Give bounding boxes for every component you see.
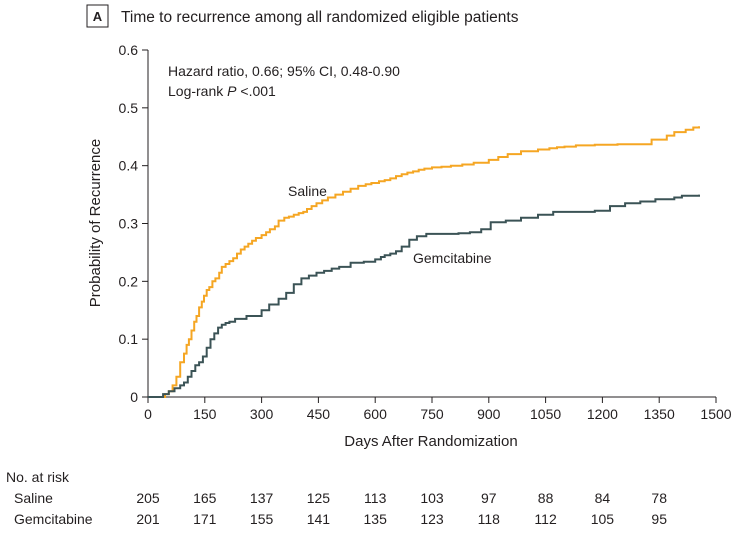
risk-value-saline: 88 xyxy=(538,490,554,506)
panel-letter-box xyxy=(86,4,109,28)
risk-value-gemcitabine: 155 xyxy=(250,511,274,527)
risk-value-saline: 78 xyxy=(651,490,667,506)
risk-value-gemcitabine: 141 xyxy=(307,511,331,527)
x-axis-title: Days After Randomization xyxy=(344,433,517,450)
x-tick-label: 900 xyxy=(477,406,501,422)
risk-value-gemcitabine: 105 xyxy=(591,511,615,527)
risk-value-gemcitabine: 135 xyxy=(364,511,388,527)
risk-values: 205 165 137 125 113 103 97 88 84 78 201 171 155 141 13… xyxy=(136,490,667,527)
series-label-gemcitabine: Gemcitabine xyxy=(413,250,492,266)
risk-value-saline: 125 xyxy=(307,490,331,506)
risk-value-saline: 84 xyxy=(595,490,611,506)
y-tick-label: 0.6 xyxy=(119,42,139,58)
series-line-gemcitabine xyxy=(148,194,700,398)
x-tick-label: 0 xyxy=(144,406,152,422)
y-tick-label: 0.4 xyxy=(119,158,139,174)
risk-value-saline: 137 xyxy=(250,490,274,506)
risk-value-saline: 205 xyxy=(136,490,160,506)
y-axis-title: Probability of Recurrence xyxy=(87,139,104,307)
x-tick-label: 1500 xyxy=(700,406,731,422)
risk-row-label-saline: Saline xyxy=(14,490,53,506)
x-tick-label: 1050 xyxy=(530,406,561,422)
risk-table-header: No. at risk xyxy=(6,469,70,485)
y-tick-label: 0.5 xyxy=(119,100,139,116)
x-tick-label: 300 xyxy=(250,406,274,422)
x-tick-label: 750 xyxy=(420,406,444,422)
risk-value-gemcitabine: 112 xyxy=(534,511,557,527)
x-tick-label: 450 xyxy=(307,406,331,422)
risk-value-gemcitabine: 201 xyxy=(136,511,160,527)
logrank-annotation: Log-rank P <.001 xyxy=(168,83,276,99)
y-tick-label: 0.3 xyxy=(119,216,139,232)
x-tick-label: 600 xyxy=(364,406,388,422)
series-group xyxy=(148,126,700,398)
y-tick-label: 0 xyxy=(130,389,138,405)
panel-letter: A xyxy=(93,9,103,24)
y-tick-label: 0.1 xyxy=(119,331,139,347)
x-tick-label: 1200 xyxy=(587,406,618,422)
x-ticks: 0 150 300 450 600 750 900 1050 1200 1350 1500 xyxy=(144,397,732,422)
panel-title: Time to recurrence among all randomized … xyxy=(121,9,519,26)
axes xyxy=(147,50,716,398)
series-label-saline: Saline xyxy=(288,183,327,199)
series-line-saline xyxy=(148,126,700,398)
x-tick-label: 150 xyxy=(193,406,217,422)
x-tick-label: 1350 xyxy=(644,406,675,422)
risk-value-gemcitabine: 118 xyxy=(478,511,501,527)
risk-value-saline: 165 xyxy=(193,490,217,506)
logrank-p: P xyxy=(227,83,237,99)
y-tick-label: 0.2 xyxy=(119,273,139,289)
risk-value-saline: 97 xyxy=(481,490,497,506)
risk-value-saline: 113 xyxy=(364,490,387,506)
y-ticks: 0 0.1 0.2 0.3 0.4 0.5 0.6 xyxy=(119,42,148,405)
hazard-ratio-annotation: Hazard ratio, 0.66; 95% CI, 0.48-0.90 xyxy=(168,63,400,79)
risk-row-label-gemcitabine: Gemcitabine xyxy=(14,511,93,527)
logrank-value: <.001 xyxy=(237,83,277,99)
logrank-prefix: Log-rank xyxy=(168,83,227,99)
risk-value-gemcitabine: 171 xyxy=(193,511,217,527)
risk-value-gemcitabine: 95 xyxy=(651,511,667,527)
risk-value-saline: 103 xyxy=(420,490,444,506)
risk-value-gemcitabine: 123 xyxy=(420,511,444,527)
